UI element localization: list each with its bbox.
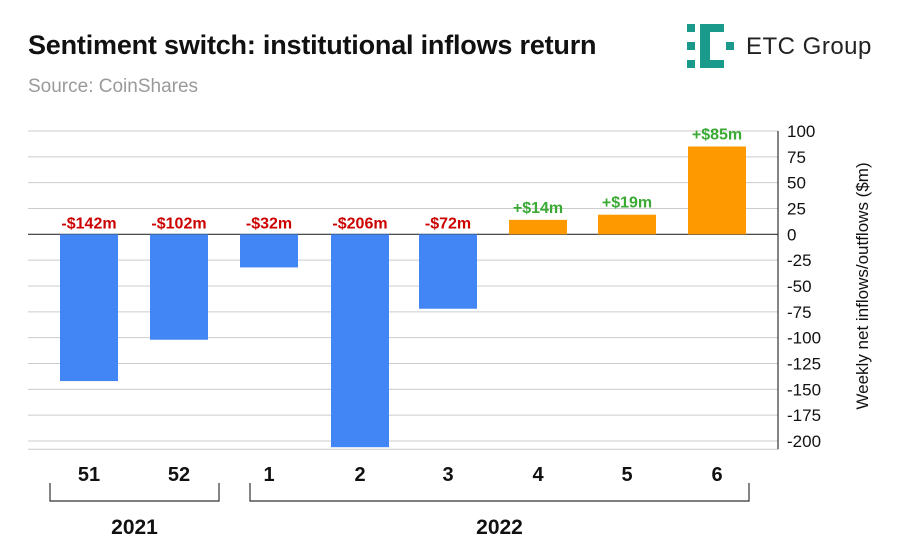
x-tick-label: 4 [532, 464, 544, 486]
data-label-3: -$72m [425, 215, 471, 232]
group-bracket-2022 [249, 483, 750, 502]
data-label-6: +$85m [692, 127, 742, 144]
chart-title: Sentiment switch: institutional inflows … [28, 30, 597, 60]
y-tick-label: -175 [787, 406, 821, 425]
group-label-2021: 2021 [111, 516, 158, 539]
data-label-2: -$206m [332, 215, 387, 232]
bar-3 [419, 234, 477, 309]
bar-4 [509, 219, 567, 235]
bar-2 [331, 234, 389, 448]
bar-52 [150, 234, 208, 340]
y-tick-label: 0 [787, 225, 796, 244]
y-tick-label: -200 [787, 432, 821, 451]
bar-51 [60, 234, 118, 382]
x-tick-label: 1 [263, 464, 274, 486]
data-label-4: +$14m [513, 200, 563, 217]
group-label-2022: 2022 [476, 516, 523, 539]
brand-name: ETC Group [746, 33, 872, 60]
data-label-5: +$19m [602, 195, 652, 212]
etc-logo-icon [687, 24, 734, 68]
x-tick-label: 5 [621, 464, 632, 486]
bar-5 [598, 214, 656, 235]
y-tick-label: 75 [787, 148, 806, 167]
x-tick-label: 6 [711, 464, 722, 486]
data-label-52: -$102m [151, 215, 206, 232]
y-tick-label: -125 [787, 355, 821, 374]
y-tick-label: -150 [787, 380, 821, 399]
y-tick-label: -25 [787, 251, 812, 270]
data-label-51: -$142m [61, 215, 116, 232]
y-tick-label: 100 [787, 122, 815, 141]
x-tick-label: 2 [354, 464, 365, 486]
x-tick-label: 52 [168, 464, 190, 486]
group-bracket-2021 [49, 483, 220, 502]
data-label-1: -$32m [246, 215, 292, 232]
chart-source: Source: CoinShares [28, 76, 199, 97]
brand-logo: ETC Group [686, 24, 886, 68]
y-tick-label: 25 [787, 200, 806, 219]
y-tick-label: 50 [787, 174, 806, 193]
x-tick-label: 51 [78, 464, 100, 486]
bar-6 [688, 146, 746, 235]
y-axis-title: Weekly net inflows/outflows ($m) [853, 162, 872, 409]
bar-1 [240, 234, 298, 268]
y-tick-label: -75 [787, 303, 812, 322]
y-tick-label: -100 [787, 329, 821, 348]
x-tick-label: 3 [442, 464, 453, 486]
y-tick-label: -50 [787, 277, 812, 296]
